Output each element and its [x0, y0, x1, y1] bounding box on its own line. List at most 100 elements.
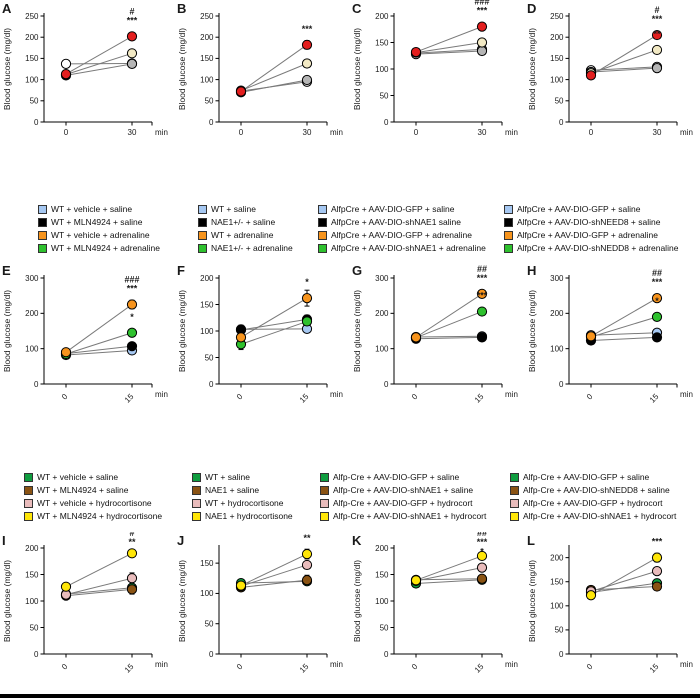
legend-swatch-green2: [192, 473, 201, 482]
legend-group-8: Alfp-Cre + AAV-DIO-GFP + saline Alfp-Cre …: [510, 472, 676, 524]
legend-item: WT + MLN4924 + adrenaline: [38, 243, 160, 254]
legend-label: WT + vehicle + saline: [37, 472, 119, 482]
y-tick-label: 150: [25, 54, 39, 63]
legend-swatch-pink: [320, 499, 329, 508]
y-tick-label: 50: [205, 97, 214, 106]
series-line-yellow: [590, 557, 658, 596]
data-point-yellow: [60, 581, 72, 592]
legend-label: AlfpCre + AAV-DIO-shNEDD8 + adrenaline: [517, 243, 679, 253]
y-tick-label: 0: [384, 650, 389, 659]
legend-row-hydrocortisone: WT + vehicle + saline WT + MLN4924 + sali…: [0, 432, 700, 532]
legend-swatch-lightblue: [504, 205, 513, 214]
legend-label: AlfpCre + AAV-DIO-shNAE1 + adrenaline: [331, 243, 486, 253]
x-unit-label: min: [505, 660, 518, 669]
series-line-lightblue: [65, 349, 133, 356]
series-line-black: [65, 345, 133, 355]
x-unit-label: min: [330, 390, 343, 399]
significance-annotation: ***: [652, 14, 663, 24]
y-tick-label: 200: [25, 309, 39, 318]
panel-letter: I: [2, 533, 6, 548]
series-line-lightblue: [590, 332, 658, 336]
data-point-orange: [410, 332, 422, 343]
chart-h: H 0 100 200 300 Blood glucose (mg/dl) 0 15 min ##…: [527, 263, 693, 405]
legend-swatch-green: [198, 244, 207, 253]
series-line-green: [590, 316, 658, 338]
legend-label: NAE1+/- + saline: [211, 217, 276, 227]
significance-annotation: **: [128, 537, 136, 547]
data-point-cream: [476, 37, 488, 48]
chart-f: F 0 50 100 150 200 Blood glucose (mg/dl) 0 15 min…: [177, 263, 343, 405]
y-tick-label: 250: [200, 12, 214, 21]
y-tick-label: 100: [375, 65, 389, 74]
series-line-red: [240, 44, 308, 92]
y-tick-label: 0: [34, 380, 39, 389]
legend-swatch-lightblue: [318, 205, 327, 214]
legend-item: AlfpCre + AAV-DIO-shNEED8 + saline: [504, 217, 678, 228]
data-point-gray: [126, 58, 138, 70]
y-tick-label: 100: [200, 327, 214, 336]
x-tick-label: 0: [585, 662, 595, 672]
panel-letter: J: [177, 533, 184, 548]
panel-letter: K: [352, 533, 362, 548]
x-tick-label: 0: [64, 128, 69, 137]
series-line-yellow: [65, 552, 133, 588]
legend-swatch-pink: [24, 499, 33, 508]
legend-item: Alfp-Cre + AAV-DIO-GFP + hydrocort: [510, 498, 676, 509]
series-line-lightblue: [415, 335, 483, 338]
y-tick-label: 300: [550, 274, 564, 283]
series-line-cream: [590, 49, 658, 74]
legend-swatch-orange: [38, 231, 47, 240]
legend-swatch-orange: [318, 231, 327, 240]
data-point-cream: [301, 58, 313, 69]
data-point-yellow: [476, 550, 488, 562]
data-point-orange: [126, 299, 138, 310]
panel-letter: L: [527, 533, 535, 548]
y-tick-label: 200: [550, 553, 564, 562]
y-tick-label: 100: [375, 344, 389, 353]
y-axis-title: Blood glucose (mg/dl): [177, 28, 187, 110]
legend-label: NAE1 + hydrocortisone: [205, 511, 293, 521]
legend-swatch-orange: [504, 231, 513, 240]
legend-item: WT + MLN4924 + saline: [38, 217, 160, 228]
x-tick-label: 30: [128, 128, 137, 137]
y-tick-label: 150: [550, 54, 564, 63]
data-point-yellow: [651, 552, 663, 563]
legend-item: AlfpCre + AAV-DIO-GFP + adrenaline: [504, 230, 678, 241]
series-line-pink: [240, 564, 308, 587]
y-tick-label: 200: [375, 544, 389, 553]
panel-d: D 0 50 100 150 200 250 Blood glucose (mg/dl) 0 30…: [525, 0, 700, 162]
legend-label: AlfpCre + AAV-DIO-GFP + adrenaline: [331, 230, 472, 240]
data-point-gray: [476, 45, 488, 57]
legend-swatch-black: [504, 218, 513, 227]
x-tick-label: 15: [123, 662, 136, 675]
data-point-orange: [476, 288, 488, 299]
chart-i: I 0 50 100 150 200 Blood glucose (mg/dl) 0 15 min…: [2, 532, 168, 675]
significance-annotation: ***: [302, 24, 313, 34]
legend-item: NAE1+/- + saline: [198, 217, 293, 228]
x-tick-label: 0: [410, 662, 420, 672]
series-line-yellow: [415, 555, 483, 581]
y-tick-label: 50: [555, 97, 564, 106]
series-line-cream: [415, 42, 483, 54]
y-tick-label: 200: [550, 33, 564, 42]
legend-item: NAE1 + saline: [192, 485, 293, 496]
legend-group-3: AlfpCre + AAV-DIO-GFP + saline AlfpCre + …: [318, 204, 486, 256]
legend-group-5: WT + vehicle + saline WT + MLN4924 + sali…: [24, 472, 162, 524]
legend-label: AlfpCre + AAV-DIO-shNEED8 + saline: [517, 217, 661, 227]
legend-item: Alfp-Cre + AAV-DIO-GFP + saline: [320, 472, 486, 483]
chart-k: K 0 50 100 150 200 Blood glucose (mg/dl) 0 15 min…: [352, 532, 518, 675]
y-tick-label: 100: [550, 602, 564, 611]
series-line-black: [590, 336, 658, 342]
significance-annotation: **: [653, 29, 661, 39]
series-line-white: [415, 48, 483, 54]
data-point-brown: [476, 573, 488, 584]
panel-l: L 0 50 100 150 200 Blood glucose (mg/dl) 0 15 min…: [525, 532, 700, 698]
legend-label: WT + MLN4924 + saline: [51, 217, 143, 227]
data-point-orange: [585, 331, 597, 342]
data-point-black: [651, 332, 663, 343]
y-axis-title: Blood glucose (mg/dl): [352, 28, 362, 110]
chart-e: E 0 100 200 300 Blood glucose (mg/dl) 0 15 min ##…: [2, 263, 168, 405]
series-line-green: [415, 311, 483, 339]
series-line-brown: [240, 579, 308, 588]
x-tick-label: 0: [60, 392, 70, 402]
